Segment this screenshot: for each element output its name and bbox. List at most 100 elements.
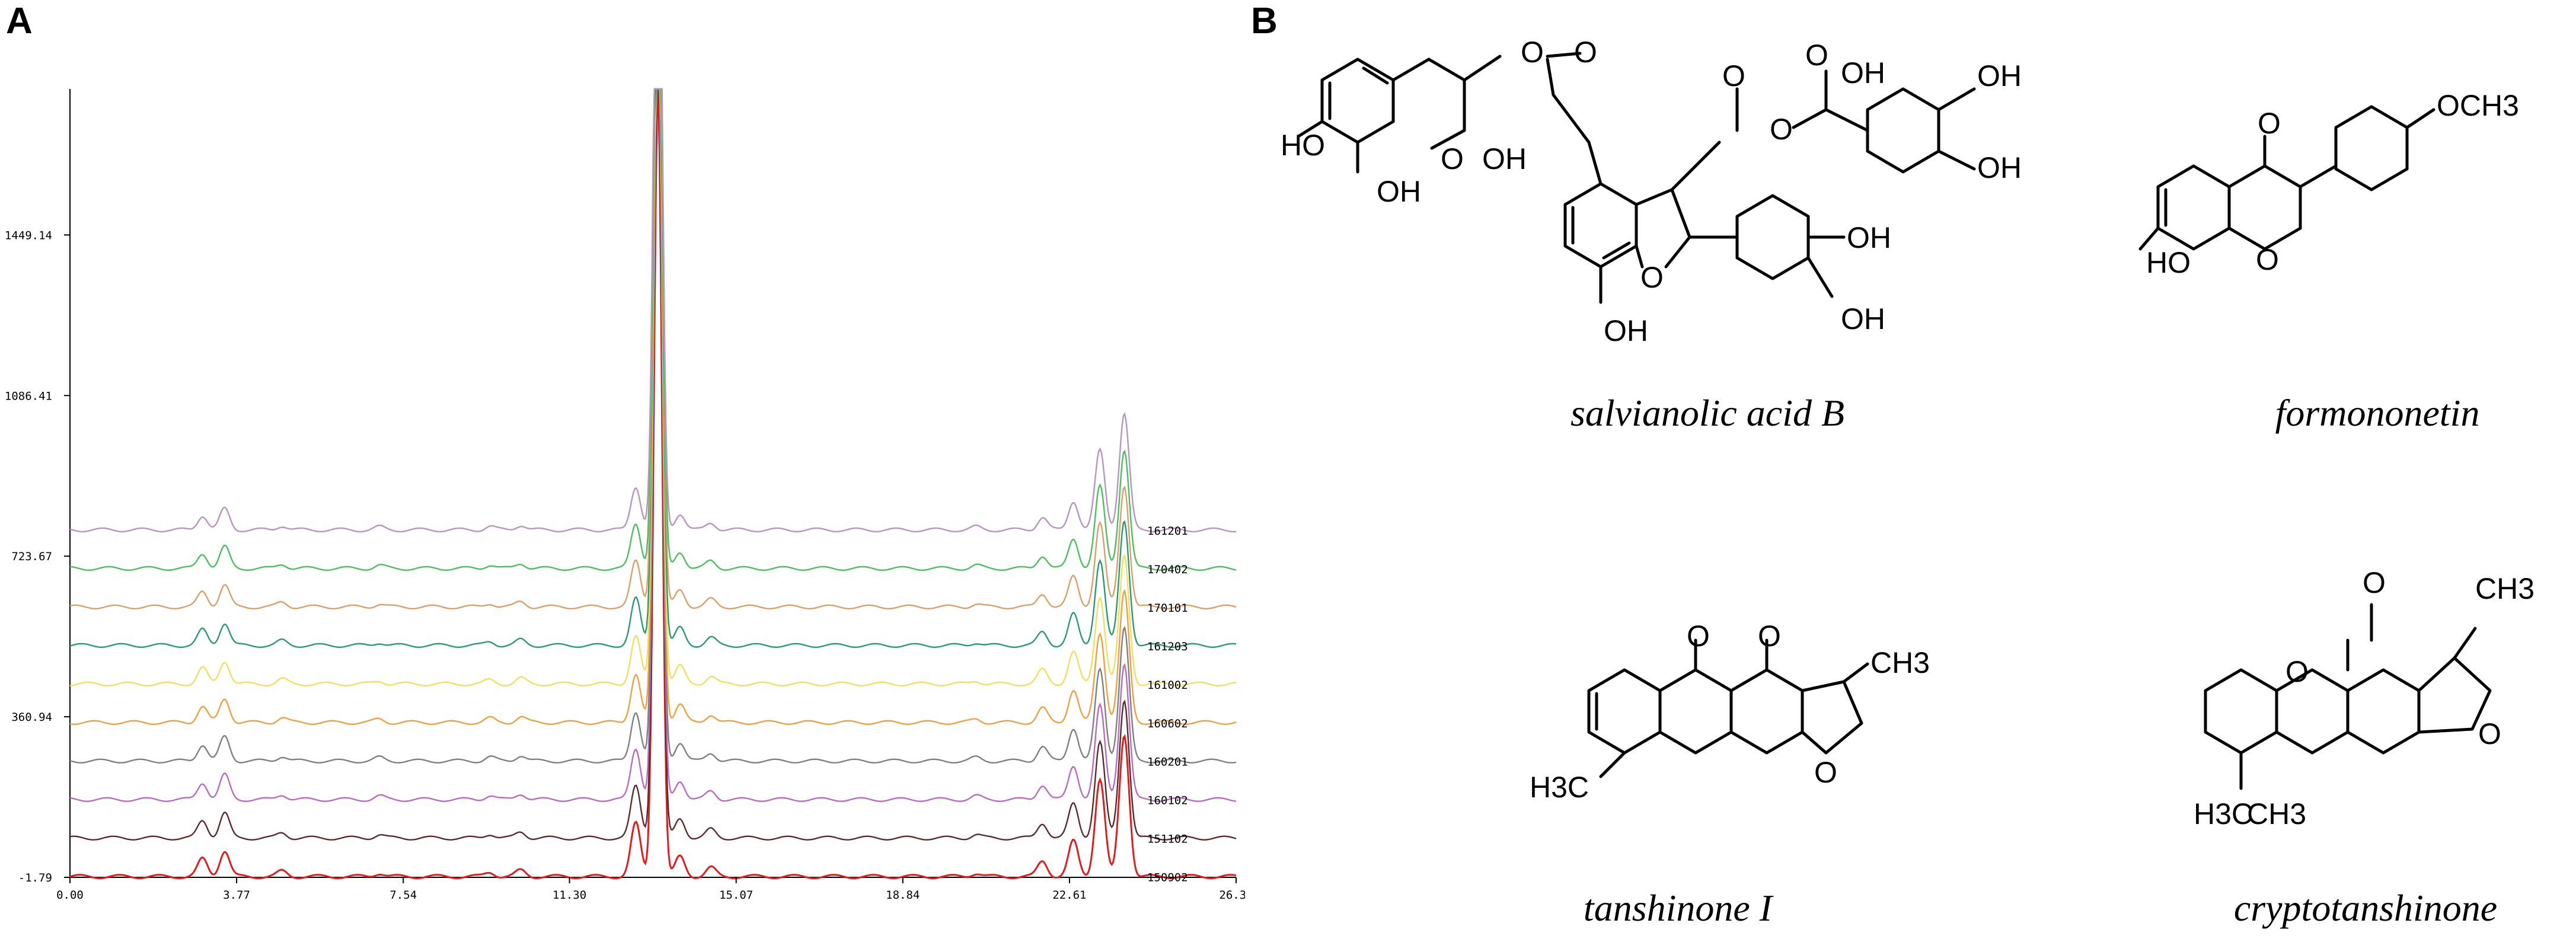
sal-o-6: O bbox=[1770, 113, 1793, 146]
tan1-bond bbox=[1842, 662, 1869, 684]
series-label-160102: 160102 bbox=[1147, 794, 1188, 807]
sal-oh-1: OH bbox=[1377, 175, 1421, 208]
y-tick-label: -1.79 bbox=[18, 871, 52, 884]
x-tick-label: 11.30 bbox=[553, 889, 586, 902]
sal-bond bbox=[1937, 149, 1976, 171]
sal-o-2: O bbox=[1441, 142, 1464, 175]
sal-o-4: O bbox=[1640, 261, 1664, 294]
sal-bond bbox=[1664, 235, 1691, 269]
form-bond bbox=[2299, 164, 2338, 189]
sal-o-1: O bbox=[1521, 36, 1544, 69]
series-label-160201: 160201 bbox=[1147, 756, 1188, 769]
form-bond bbox=[2138, 226, 2160, 251]
sal-o-5: O bbox=[1722, 59, 1745, 92]
tan1-bond bbox=[1599, 751, 1626, 778]
sal-bond bbox=[1587, 140, 1603, 186]
cry-o-1: O bbox=[2285, 655, 2309, 688]
sal-oh-4: OH bbox=[1841, 56, 1885, 90]
compound-name-salvianolic-acid-b: salvianolic acid B bbox=[1570, 392, 1845, 434]
tan1-o-2: O bbox=[1758, 619, 1781, 653]
sal-o-7: O bbox=[1805, 39, 1828, 72]
sal-oh-6: OH bbox=[1977, 151, 2022, 184]
sal-ring-right-low bbox=[1735, 194, 1810, 280]
series-line-161201 bbox=[69, 88, 1237, 533]
sal-bond bbox=[1391, 58, 1431, 82]
tan1-furan bbox=[1801, 680, 1863, 755]
x-tick-label: 22.61 bbox=[1052, 889, 1086, 902]
tan1-h3c: H3C bbox=[1530, 771, 1589, 804]
x-tick-label: 26.38 bbox=[1219, 889, 1245, 902]
sal-bond bbox=[1297, 120, 1324, 138]
form-och3: OCH3 bbox=[2437, 89, 2519, 122]
sal-ho-1: HO bbox=[1281, 129, 1325, 162]
form-bond bbox=[2405, 108, 2435, 129]
sal-bond bbox=[1792, 108, 1828, 129]
compound-name-cryptotanshinone: cryptotanshinone bbox=[2233, 887, 2498, 929]
sal-o-3: O bbox=[1574, 36, 1597, 69]
form-ho: HO bbox=[2146, 246, 2191, 279]
cry-o-3: O bbox=[2478, 717, 2501, 750]
compound-name-tanshinone-i: tanshinone I bbox=[1583, 887, 1773, 929]
x-tick-label: 7.54 bbox=[390, 889, 417, 902]
panel-a-letter: A bbox=[6, 1, 33, 41]
y-tick-label: 360.94 bbox=[11, 711, 52, 724]
cry-bond bbox=[2453, 627, 2477, 660]
sal-bond bbox=[1546, 58, 1555, 97]
sal-bond bbox=[1427, 58, 1466, 82]
x-tick-label: 15.07 bbox=[719, 889, 753, 902]
series-label-170402: 170402 bbox=[1147, 563, 1188, 576]
series-label-150902: 150902 bbox=[1147, 871, 1188, 884]
sal-bond bbox=[1670, 188, 1691, 239]
sal-bond bbox=[1670, 140, 1721, 191]
sal-ring-core-dbl2 bbox=[1602, 241, 1631, 260]
cry-furan bbox=[2417, 656, 2492, 734]
cry-ch3-2: CH3 bbox=[2247, 797, 2306, 831]
sal-bond bbox=[1937, 87, 1976, 111]
chart-ticks: 0.00 3.77 7.54 11.30 15.07 18.84 22.61 26.38 -1.… bbox=[5, 229, 1245, 902]
sal-oh-7: OH bbox=[1847, 221, 1891, 254]
sal-ring-left-dbl2 bbox=[1362, 66, 1389, 85]
sal-bond bbox=[1546, 52, 1582, 58]
chart-traces bbox=[69, 88, 1237, 880]
cry-h3c: H3C bbox=[2194, 797, 2253, 831]
cry-ch3: CH3 bbox=[2475, 572, 2534, 605]
y-tick-label: 1449.14 bbox=[5, 229, 52, 242]
form-o-1: O bbox=[2258, 107, 2281, 140]
chromatogram-chart: 0.00 3.77 7.54 11.30 15.07 18.84 22.61 26.38 -1.… bbox=[5, 88, 1245, 902]
sal-bond bbox=[1635, 244, 1644, 269]
panel-b-letter: B bbox=[1251, 1, 1278, 41]
sal-bond bbox=[1430, 129, 1466, 150]
sal-oh-2: OH bbox=[1482, 142, 1527, 175]
sal-bond bbox=[1806, 256, 1834, 298]
compound-name-formononetin: formononetin bbox=[2275, 392, 2480, 434]
sal-bond bbox=[1824, 108, 1869, 132]
cry-ring-a bbox=[2204, 668, 2278, 755]
sal-oh-8: OH bbox=[1841, 302, 1885, 336]
tan1-o-3: O bbox=[1814, 756, 1837, 789]
sal-bond bbox=[1635, 188, 1674, 206]
y-tick-label: 723.67 bbox=[11, 550, 52, 563]
series-label-151102: 151102 bbox=[1147, 833, 1188, 846]
x-tick-label: 0.00 bbox=[56, 889, 84, 902]
y-tick-label: 1086.41 bbox=[5, 389, 52, 403]
series-label-170101: 170101 bbox=[1147, 602, 1188, 615]
series-label-161201: 161201 bbox=[1147, 525, 1188, 538]
tan1-ch3: CH3 bbox=[1870, 646, 1930, 679]
x-tick-label: 3.77 bbox=[223, 889, 250, 902]
sal-bond bbox=[1463, 55, 1502, 82]
cry-o-2: O bbox=[2363, 566, 2386, 599]
x-tick-label: 18.84 bbox=[886, 889, 920, 902]
cry-ring-c bbox=[2346, 668, 2421, 755]
sal-bond bbox=[1552, 93, 1591, 144]
sal-oh-3: OH bbox=[1604, 314, 1648, 347]
series-label-161002: 161002 bbox=[1147, 679, 1188, 692]
form-o-2: O bbox=[2256, 243, 2279, 276]
series-label-161203: 161203 bbox=[1147, 640, 1188, 653]
tan1-o-1: O bbox=[1687, 619, 1710, 653]
sal-oh-5: OH bbox=[1977, 59, 2022, 92]
